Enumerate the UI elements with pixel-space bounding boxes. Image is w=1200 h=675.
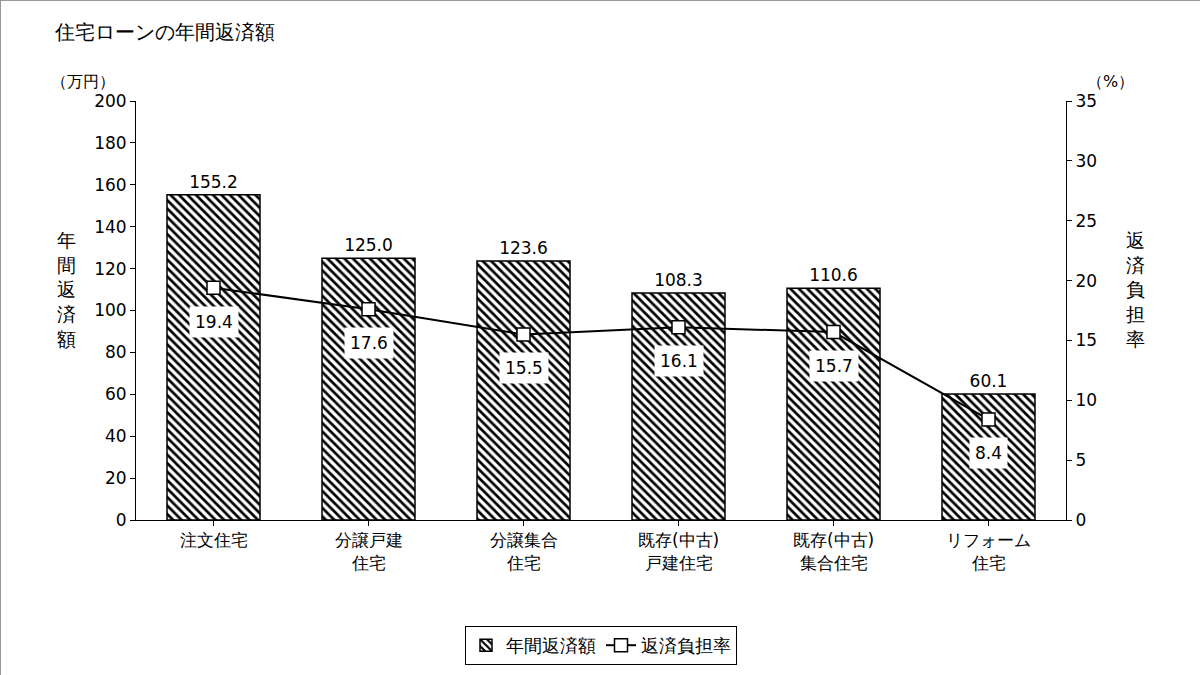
svg-text:125.0: 125.0 (344, 235, 393, 255)
svg-text:180: 180 (94, 133, 126, 153)
svg-text:20: 20 (1075, 271, 1097, 291)
svg-text:200: 200 (94, 91, 126, 111)
svg-text:8.4: 8.4 (975, 443, 1002, 463)
svg-text:（%）: （%） (1087, 72, 1134, 91)
svg-text:16.1: 16.1 (660, 351, 698, 371)
svg-text:108.3: 108.3 (654, 270, 703, 290)
svg-text:住宅ローンの年間返済額: 住宅ローンの年間返済額 (54, 20, 275, 44)
svg-text:120: 120 (94, 259, 126, 279)
svg-text:60.1: 60.1 (970, 371, 1008, 391)
svg-text:15.5: 15.5 (505, 358, 543, 378)
svg-text:返済負担率: 返済負担率 (1126, 229, 1145, 350)
svg-text:（万円）: （万円） (51, 72, 115, 91)
svg-text:110.6: 110.6 (809, 265, 858, 285)
svg-text:17.6: 17.6 (350, 333, 388, 353)
svg-text:19.4: 19.4 (195, 312, 233, 332)
svg-text:分譲戸建住宅: 分譲戸建住宅 (335, 530, 403, 572)
svg-text:既存(中古)集合住宅: 既存(中古)集合住宅 (793, 530, 874, 572)
svg-text:80: 80 (105, 342, 127, 362)
svg-text:20: 20 (105, 468, 127, 488)
svg-text:155.2: 155.2 (189, 172, 238, 192)
svg-text:分譲集合住宅: 分譲集合住宅 (490, 530, 558, 572)
svg-text:15.7: 15.7 (815, 356, 853, 376)
svg-text:15: 15 (1075, 330, 1097, 350)
svg-text:140: 140 (94, 217, 126, 237)
svg-text:0: 0 (116, 510, 127, 530)
svg-text:返済負担率: 返済負担率 (641, 635, 731, 656)
svg-text:160: 160 (94, 175, 126, 195)
svg-text:25: 25 (1075, 211, 1097, 231)
svg-text:年間返済額: 年間返済額 (57, 229, 76, 350)
svg-text:123.6: 123.6 (499, 238, 548, 258)
svg-text:40: 40 (105, 426, 127, 446)
svg-text:年間返済額: 年間返済額 (506, 635, 596, 656)
svg-text:注文住宅: 注文住宅 (180, 530, 248, 550)
svg-text:100: 100 (94, 300, 126, 320)
svg-text:リフォーム住宅: リフォーム住宅 (946, 530, 1031, 572)
svg-text:60: 60 (105, 384, 127, 404)
svg-text:既存(中古)戸建住宅: 既存(中古)戸建住宅 (638, 530, 719, 572)
svg-text:30: 30 (1075, 151, 1097, 171)
svg-text:0: 0 (1075, 510, 1086, 530)
svg-text:5: 5 (1075, 450, 1086, 470)
svg-text:10: 10 (1075, 390, 1097, 410)
svg-text:35: 35 (1075, 91, 1097, 111)
